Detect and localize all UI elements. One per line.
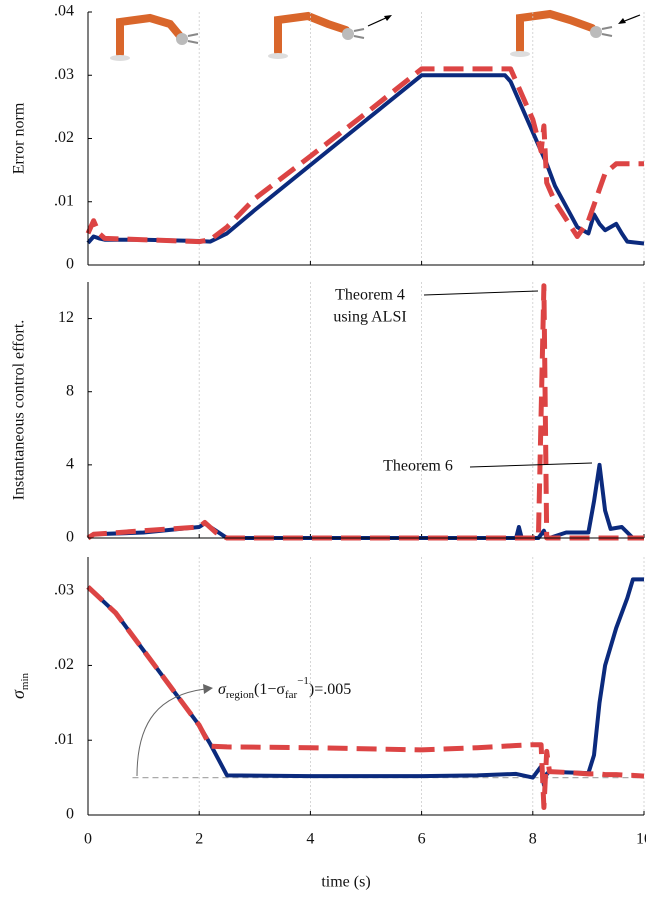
data-line [86, 585, 645, 810]
y-axis-label: Error norm [11, 102, 28, 174]
robot-arm [110, 13, 199, 61]
annotation-part: −1 [297, 675, 309, 687]
y-tick-label: .02 [54, 129, 74, 146]
annotation-part: σ [218, 681, 227, 698]
annotation-part: )=.005 [309, 681, 351, 698]
y-tick-label: .02 [54, 656, 74, 673]
robot-illustrations [110, 9, 641, 61]
y-tick-label: 0 [66, 529, 74, 546]
x-tick-label: 0 [84, 831, 92, 848]
y-tick-label: .03 [54, 581, 74, 598]
annotation-pointer [423, 290, 539, 296]
y-tick-label: 8 [66, 382, 74, 399]
x-tick-label: 4 [306, 831, 314, 848]
annotation-text: Theorem 6 [383, 458, 453, 475]
x-tick-label: 2 [195, 831, 203, 848]
y-tick-label: .04 [54, 3, 74, 20]
annotation-pointer [136, 688, 206, 777]
annotation-text: using ALSI [333, 309, 406, 326]
y-tick-label: .01 [54, 192, 74, 209]
x-axis-label: time (s) [321, 874, 370, 891]
y-tick-label: 0 [66, 806, 74, 823]
x-tick-label: 6 [418, 831, 426, 848]
data-line [86, 577, 644, 788]
x-tick-label: 10 [636, 831, 646, 848]
y-tick-label: .03 [54, 66, 74, 83]
y-tick-label: .01 [54, 731, 74, 748]
y-tick-label: 4 [66, 456, 74, 473]
y-tick-label: 12 [58, 309, 74, 326]
data-line [86, 462, 644, 540]
y-axis-label: σmin [8, 673, 30, 700]
annotation-text: Theorem 4 [335, 287, 405, 304]
data-line [85, 66, 644, 245]
annotation-part: region [226, 689, 255, 701]
x-tick-label: 8 [529, 831, 537, 848]
annotation-arrowhead [203, 684, 213, 694]
annotation-text: σregion(1−σfar −1)=.005 [218, 675, 351, 701]
data-line [86, 73, 645, 246]
annotation-pointer [469, 462, 593, 468]
y-label-symbol: σ [8, 689, 28, 699]
annotation-part: (1−σ [254, 681, 285, 698]
robot-arm [510, 9, 641, 57]
y-tick-label: 0 [66, 256, 74, 273]
y-label-subscript: min [19, 673, 31, 691]
annotation-part: far [285, 689, 298, 701]
y-axis-label: Instantaneous control effort. [11, 320, 28, 501]
robot-arm [268, 11, 392, 59]
